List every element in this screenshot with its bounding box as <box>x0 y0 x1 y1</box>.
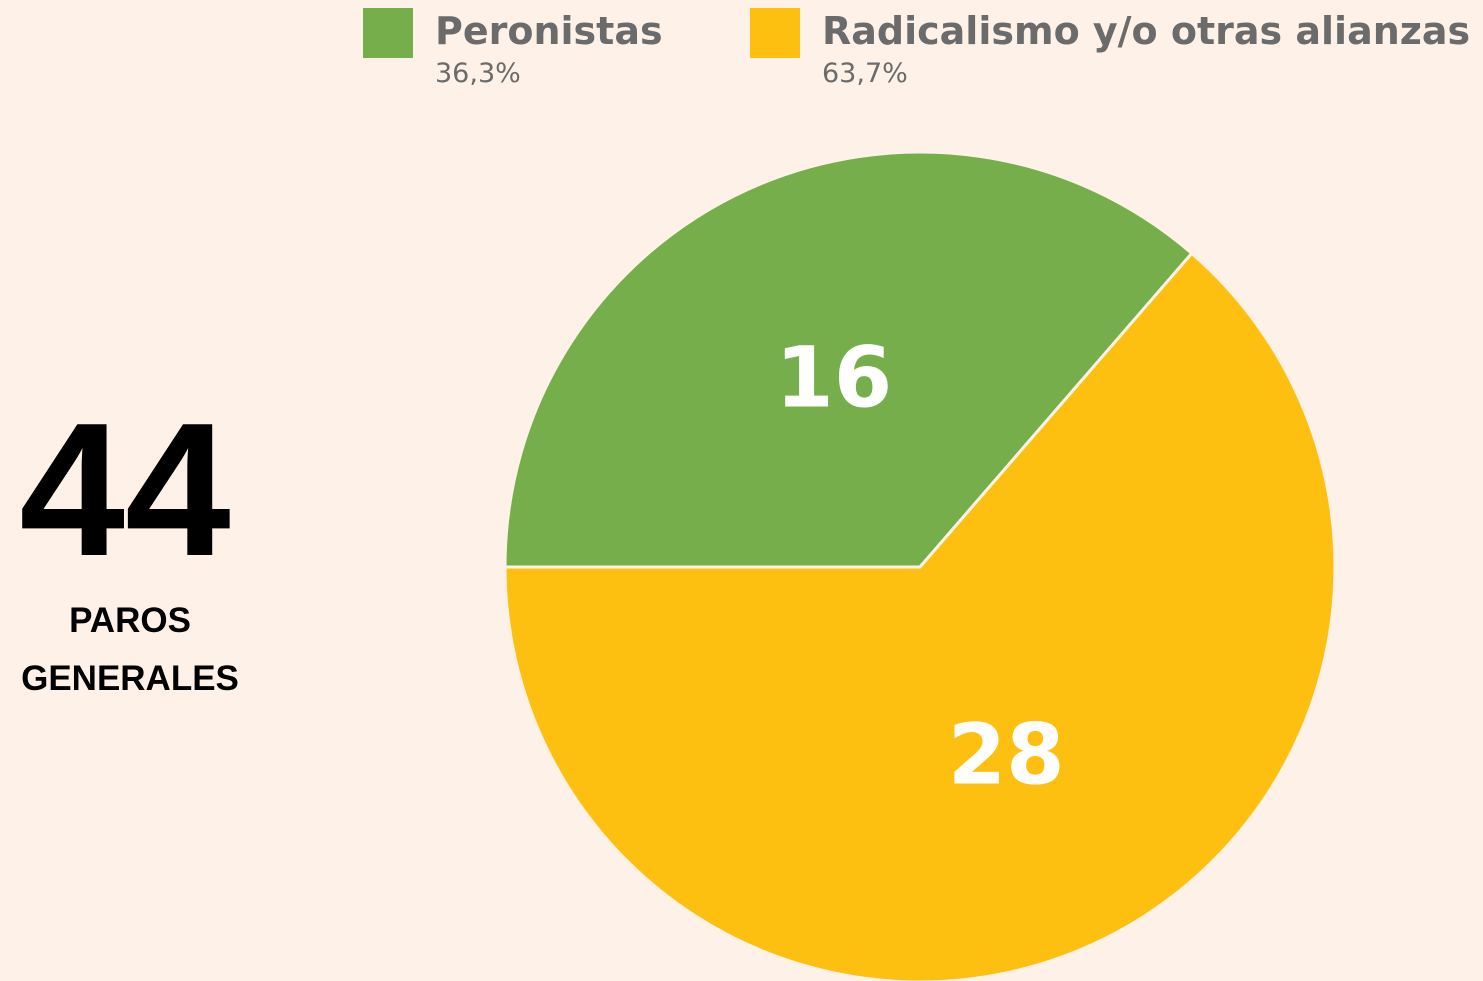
total: 44 <box>19 384 230 596</box>
legend-label: Radicalismo y/o otras alianzas <box>822 9 1470 53</box>
legend-percent: 63,7% <box>822 58 908 89</box>
total-label: PAROS <box>69 601 191 640</box>
legend-swatch <box>750 8 800 58</box>
total-label: GENERALES <box>21 659 239 698</box>
legend-percent: 36,3% <box>435 58 521 89</box>
legend-label: Peronistas <box>435 9 663 53</box>
data-label: 28 <box>948 706 1065 804</box>
pie-slice <box>503 251 1337 981</box>
data-label: 16 <box>775 328 892 426</box>
legend-swatch <box>363 8 413 58</box>
pie-slice <box>503 150 1194 569</box>
